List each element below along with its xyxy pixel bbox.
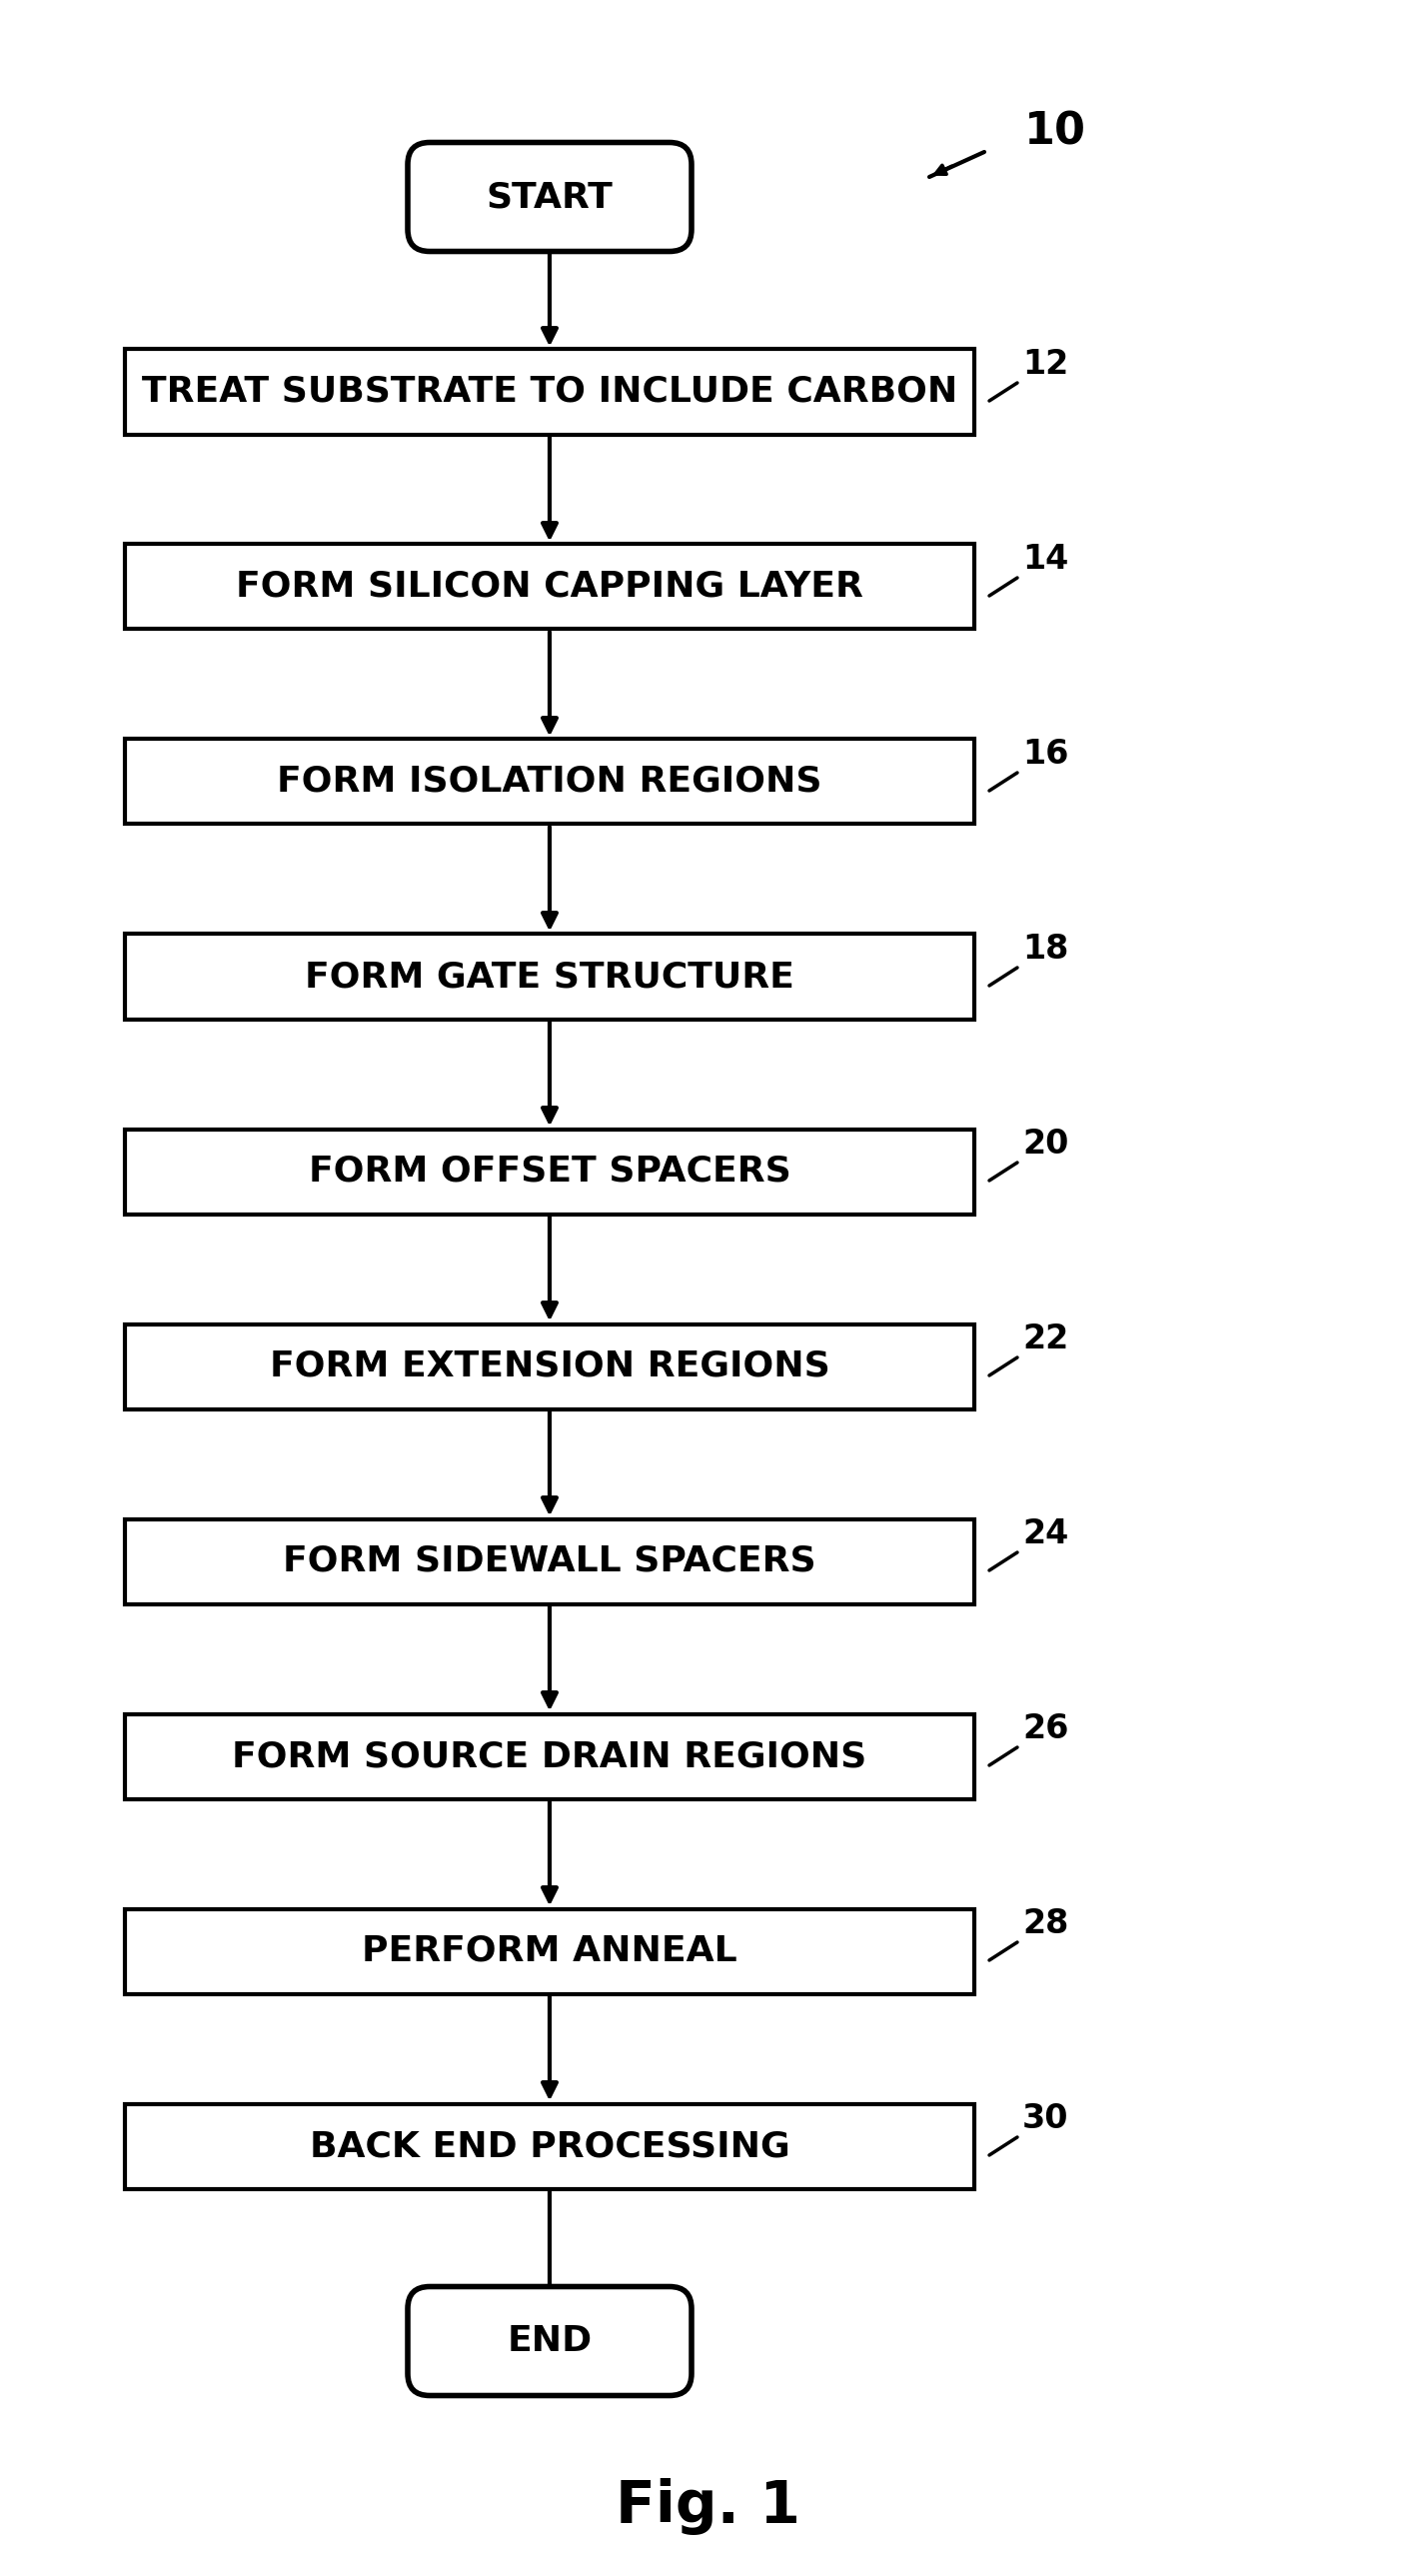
Bar [125,544,974,629]
Text: 28: 28 [1022,1906,1069,1940]
Bar [125,1909,974,1994]
Text: 22: 22 [1022,1321,1069,1355]
FancyBboxPatch shape [408,2287,691,2396]
Text: FORM ISOLATION REGIONS: FORM ISOLATION REGIONS [278,765,823,799]
Text: TREAT SUBSTRATE TO INCLUDE CARBON: TREAT SUBSTRATE TO INCLUDE CARBON [142,376,957,410]
Text: 18: 18 [1022,933,1069,966]
Text: START: START [486,180,613,214]
Text: 20: 20 [1022,1128,1069,1162]
Text: FORM EXTENSION REGIONS: FORM EXTENSION REGIONS [269,1350,830,1383]
Bar [125,1713,974,1798]
Text: FORM SIDEWALL SPACERS: FORM SIDEWALL SPACERS [283,1546,816,1579]
Text: 14: 14 [1022,544,1069,577]
Text: 24: 24 [1022,1517,1069,1551]
Text: 16: 16 [1022,737,1069,770]
Text: FORM SOURCE DRAIN REGIONS: FORM SOURCE DRAIN REGIONS [232,1739,867,1772]
Bar [125,1128,974,1213]
Text: Fig. 1: Fig. 1 [616,2478,800,2535]
Bar [125,739,974,824]
Text: PERFORM ANNEAL: PERFORM ANNEAL [362,1935,738,1968]
Bar [125,935,974,1020]
Bar [125,350,974,435]
Text: 26: 26 [1022,1713,1069,1747]
Text: 12: 12 [1022,348,1069,381]
Bar [125,1520,974,1605]
Bar [125,2105,974,2190]
Text: END: END [507,2324,592,2357]
Text: FORM GATE STRUCTURE: FORM GATE STRUCTURE [304,961,794,994]
Text: 10: 10 [1024,111,1086,155]
FancyBboxPatch shape [408,142,691,252]
Bar [125,1324,974,1409]
Text: FORM OFFSET SPACERS: FORM OFFSET SPACERS [309,1154,790,1188]
Text: BACK END PROCESSING: BACK END PROCESSING [310,2130,790,2164]
Text: 30: 30 [1022,2102,1069,2136]
Text: FORM SILICON CAPPING LAYER: FORM SILICON CAPPING LAYER [236,569,864,603]
